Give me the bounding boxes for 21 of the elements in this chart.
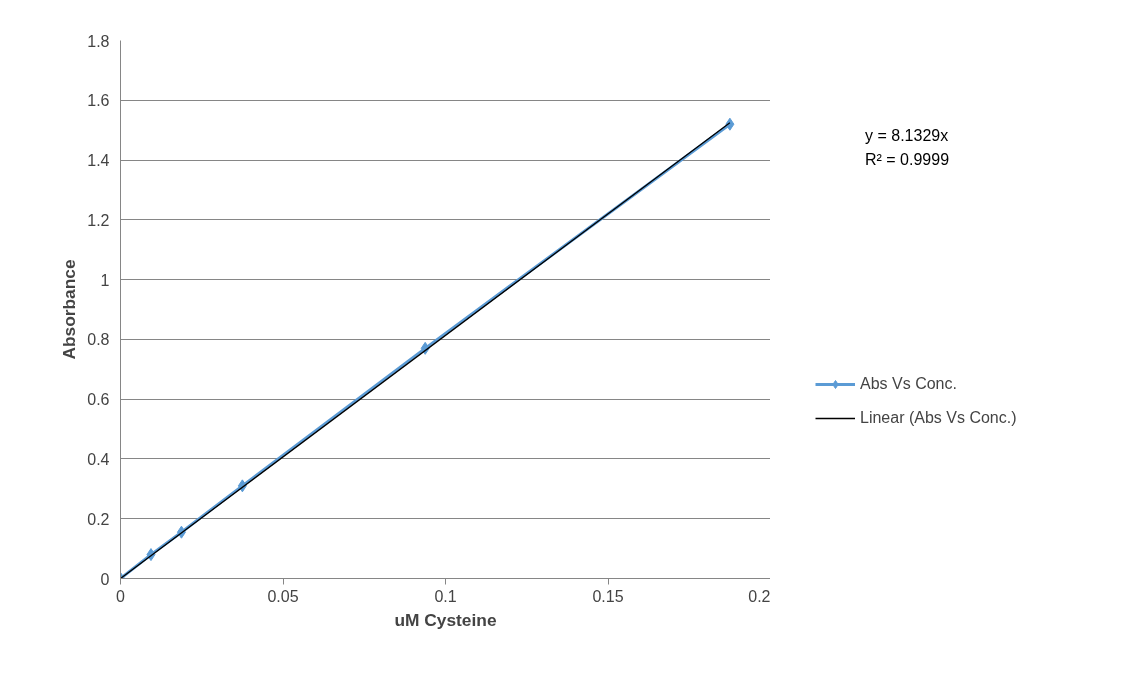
x-axis-title: uM Cysteine [394, 609, 497, 630]
y-tick-label: 1.8 [87, 32, 110, 50]
text: y = 8.1329x [865, 126, 949, 144]
text: R² = 0.9999 [865, 150, 950, 168]
y-tick-label: 0.6 [87, 391, 110, 409]
y-tick-label: 0.8 [87, 331, 110, 349]
y-tick-label: 1.2 [87, 211, 110, 229]
legend-label: Abs Vs Conc. [860, 375, 957, 393]
x-tick-label: 0.1 [434, 587, 457, 605]
y-tick-label: 0.4 [87, 450, 110, 468]
x-tick-label: 0 [116, 587, 126, 605]
x-tick-label: 0.2 [748, 587, 771, 605]
legend-label: Linear (Abs Vs Conc.) [860, 409, 1017, 427]
y-tick-label: 1.4 [87, 152, 110, 170]
x-tick-label: 0.15 [592, 587, 624, 605]
y-tick-label: 1 [100, 271, 110, 289]
y-tick-label: 0 [100, 570, 110, 588]
y-tick-label: 0.2 [87, 510, 110, 528]
x-tick-label: 0.05 [267, 587, 299, 605]
y-tick-label: 1.6 [87, 92, 110, 110]
y-axis-title: Absorbance [59, 259, 80, 360]
